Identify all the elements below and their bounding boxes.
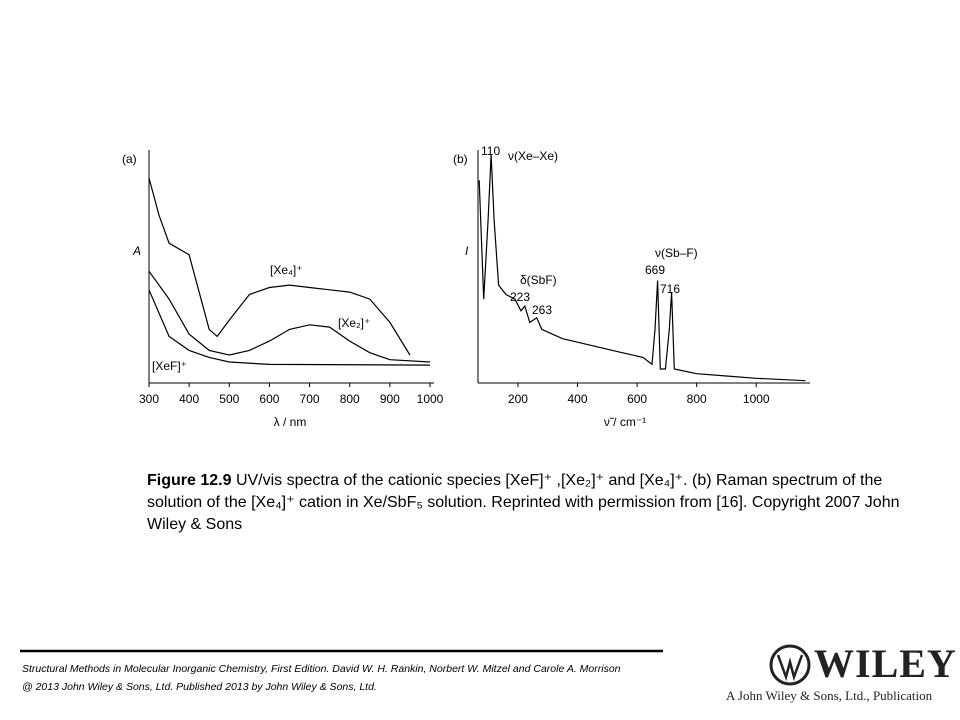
spectrum-line [148,289,431,366]
x-tick-label: 400 [567,392,587,406]
x-tick-label: 400 [179,392,199,406]
caption: Figure 12.9 UV/vis spectra of the cation… [147,470,917,536]
x-tick-label: 200 [508,392,528,406]
panel-label: (b) [453,152,468,166]
annotation: ν(Sb–F) [655,246,698,260]
y-axis-label: A [132,244,141,258]
footer: Structural Methods in Molecular Inorgani… [22,660,621,696]
x-tick-label: 500 [219,392,239,406]
x-tick-label: 800 [340,392,360,406]
spectrum-line [478,154,806,382]
spectrum-line [148,270,431,363]
x-tick-label: 600 [627,392,647,406]
footer-line: @ 2013 John Wiley & Sons, Ltd. Published… [22,681,377,693]
figure: 300 400 500 600 700 800 900 1000 (a) Aλ / nm [Xe₄]… [122,144,810,429]
caption-label: Figure 12.9 [147,472,232,489]
x-tick-label: 300 [139,392,159,406]
x-tick-label: 800 [687,392,707,406]
spectrum-line [148,177,411,356]
x-tick-label: 1000 [743,392,770,406]
annotation: 110 [481,144,500,158]
x-axis-label: ν̃ / cm⁻¹ [604,415,646,429]
annotation: δ(SbF) [520,273,557,287]
panel-label: (a) [122,152,137,166]
footer-line: Structural Methods in Molecular Inorgani… [22,663,621,675]
x-tick-label: 1000 [417,392,444,406]
annotation: 223 [510,290,530,304]
logo: WILEY [814,641,957,686]
series-label: [Xe₄]⁺ [270,263,303,277]
x-tick-label: 600 [259,392,279,406]
publisher: A John Wiley & Sons, Ltd., Publication [726,688,933,703]
series-label: [Xe₂]⁺ [338,316,370,330]
series-label: [XeF]⁺ [152,359,187,373]
x-axis-label: λ / nm [274,415,307,429]
x-tick-label: 900 [380,392,400,406]
annotation: 263 [532,303,552,317]
annotation: ν(Xe–Xe) [508,149,558,163]
annotation: 669 [645,263,665,277]
x-tick-label: 700 [300,392,320,406]
y-axis-label: I [465,244,469,258]
caption-text: UV/vis spectra of the cationic species [… [147,472,900,533]
annotation: 716 [660,282,680,296]
